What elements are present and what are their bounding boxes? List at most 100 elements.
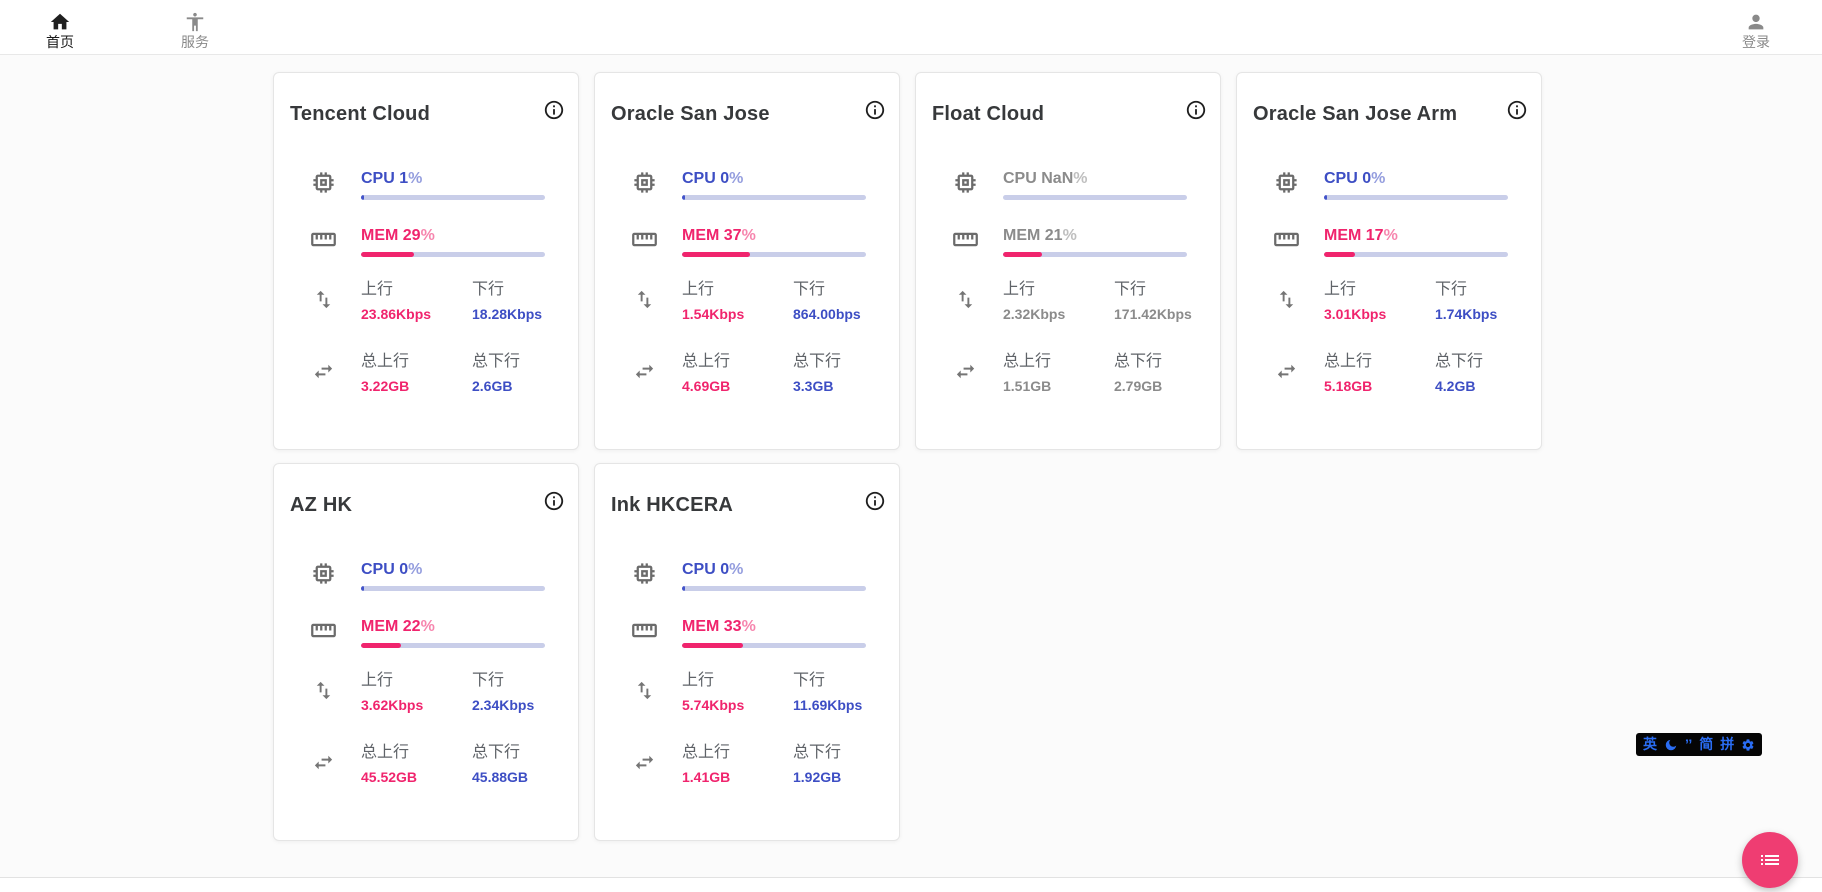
info-icon — [865, 100, 885, 120]
swap-horizontal-icon — [916, 351, 1003, 388]
ime-pinyin-toggle[interactable]: 拼 — [1720, 736, 1735, 752]
total-upload-label: 总上行 — [682, 744, 731, 761]
mem-row: MEM 37% — [595, 226, 899, 258]
total-download-col: 总下行 2.6GB — [472, 351, 583, 394]
network-speed-row: 上行 23.86Kbps 下行 18.28Kbps — [274, 279, 578, 322]
cpu-progress-fill — [682, 195, 686, 200]
ime-language-toggle[interactable]: 英 — [1643, 736, 1657, 752]
nav-home-label: 首页 — [46, 33, 74, 50]
upload-col: 上行 2.32Kbps — [1003, 279, 1114, 322]
server-card[interactable]: AZ HK CPU 0% MEM 22% — [273, 463, 579, 841]
traffic-total-cols: 总上行 5.18GB 总下行 4.2GB — [1324, 351, 1556, 394]
server-list-fab[interactable] — [1742, 832, 1798, 888]
info-icon — [544, 491, 564, 511]
card-header: Oracle San Jose Arm — [1237, 73, 1541, 126]
mem-label: MEM 17% — [1324, 227, 1398, 244]
mem-progress-track — [361, 252, 545, 257]
total-download-label: 总下行 — [793, 744, 842, 761]
cpu-row: CPU 0% — [595, 169, 899, 201]
network-speed-row: 上行 1.54Kbps 下行 864.00bps — [595, 279, 899, 322]
server-name: Oracle San Jose Arm — [1253, 103, 1458, 125]
mem-label: MEM 22% — [361, 618, 435, 635]
total-download-label: 总下行 — [1114, 353, 1163, 370]
total-upload-value: 45.52GB — [361, 769, 418, 785]
home-icon — [50, 13, 70, 29]
total-download-col: 总下行 45.88GB — [472, 742, 583, 785]
upload-label: 上行 — [682, 672, 715, 689]
cpu-chip-icon — [274, 169, 361, 201]
info-button[interactable] — [860, 486, 890, 516]
info-button[interactable] — [1181, 95, 1211, 125]
total-upload-label: 总上行 — [361, 744, 410, 761]
moon-icon[interactable] — [1664, 737, 1678, 752]
memory-stick-icon — [595, 226, 682, 258]
total-upload-col: 总上行 4.69GB — [682, 351, 793, 394]
upload-label: 上行 — [682, 281, 715, 298]
card-header: Tencent Cloud — [274, 73, 578, 126]
cpu-row: CPU 1% — [274, 169, 578, 201]
upload-label: 上行 — [361, 672, 394, 689]
info-button[interactable] — [539, 95, 569, 125]
nav-item-services[interactable]: 服务 — [173, 5, 217, 50]
memory-stick-icon — [1237, 226, 1324, 258]
cpu-progress-track — [1324, 195, 1508, 200]
info-button[interactable] — [1502, 95, 1532, 125]
network-speed-row: 上行 3.62Kbps 下行 2.34Kbps — [274, 670, 578, 713]
download-label: 下行 — [472, 672, 505, 689]
mem-stat: MEM 17% — [1324, 226, 1541, 257]
download-label: 下行 — [472, 281, 505, 298]
download-col: 下行 2.34Kbps — [472, 670, 583, 713]
mem-row: MEM 29% — [274, 226, 578, 258]
download-value: 18.28Kbps — [472, 306, 543, 322]
nav-item-home[interactable]: 首页 — [38, 5, 82, 50]
cpu-progress-fill — [1324, 195, 1328, 200]
info-button[interactable] — [539, 486, 569, 516]
upload-value: 2.32Kbps — [1003, 306, 1066, 322]
total-upload-col: 总上行 1.41GB — [682, 742, 793, 785]
network-speed-row: 上行 3.01Kbps 下行 1.74Kbps — [1237, 279, 1541, 322]
upload-value: 23.86Kbps — [361, 306, 432, 322]
ime-punctuation-toggle[interactable]: ’’ — [1685, 736, 1693, 752]
server-card[interactable]: Oracle San Jose CPU 0% MEM 3 — [594, 72, 900, 450]
swap-horizontal-icon — [595, 351, 682, 388]
upload-value: 3.01Kbps — [1324, 306, 1387, 322]
network-speed-row: 上行 2.32Kbps 下行 171.42Kbps — [916, 279, 1220, 322]
cpu-stat: CPU NaN% — [1003, 169, 1220, 200]
server-card[interactable]: Ink HKCERA CPU 0% MEM 33% — [594, 463, 900, 841]
cpu-chip-icon — [595, 169, 682, 201]
card-body: CPU 1% MEM 29% 上行 — [274, 169, 578, 394]
download-value: 171.42Kbps — [1114, 306, 1192, 322]
info-button[interactable] — [860, 95, 890, 125]
info-icon — [865, 491, 885, 511]
ime-simplified-toggle[interactable]: 简 — [1699, 736, 1714, 752]
total-download-value: 45.88GB — [472, 769, 529, 785]
swap-horizontal-icon — [274, 742, 361, 779]
person-icon — [1748, 14, 1764, 29]
cpu-stat: CPU 0% — [361, 560, 578, 591]
server-card[interactable]: Tencent Cloud CPU 1% MEM 29% — [273, 72, 579, 450]
network-speed-cols: 上行 23.86Kbps 下行 18.28Kbps — [361, 279, 593, 322]
cpu-progress-track — [1003, 195, 1187, 200]
nav-item-login[interactable]: 登录 — [1734, 5, 1778, 50]
info-icon — [1507, 100, 1527, 120]
up-down-arrows-icon — [1237, 279, 1324, 316]
up-down-arrows-icon — [274, 670, 361, 707]
server-card[interactable]: Oracle San Jose Arm CPU 0% M — [1236, 72, 1542, 450]
traffic-total-cols: 总上行 1.51GB 总下行 2.79GB — [1003, 351, 1235, 394]
gear-icon[interactable] — [1741, 737, 1755, 752]
cpu-row: CPU 0% — [274, 560, 578, 592]
mem-progress-fill — [361, 252, 415, 257]
swap-horizontal-icon — [595, 742, 682, 779]
server-name: Oracle San Jose — [611, 103, 770, 125]
traffic-total-cols: 总上行 1.41GB 总下行 1.92GB — [682, 742, 914, 785]
download-col: 下行 864.00bps — [793, 279, 904, 322]
upload-value: 3.62Kbps — [361, 697, 424, 713]
cpu-chip-icon — [916, 169, 1003, 201]
total-upload-label: 总上行 — [361, 353, 410, 370]
cpu-row: CPU NaN% — [916, 169, 1220, 201]
download-value: 864.00bps — [793, 306, 861, 322]
server-card[interactable]: Float Cloud CPU NaN% MEM 21% — [915, 72, 1221, 450]
total-download-col: 总下行 1.92GB — [793, 742, 904, 785]
ime-toolbar: 英 ’’ 简 拼 — [1636, 733, 1763, 756]
info-icon — [1186, 100, 1206, 120]
